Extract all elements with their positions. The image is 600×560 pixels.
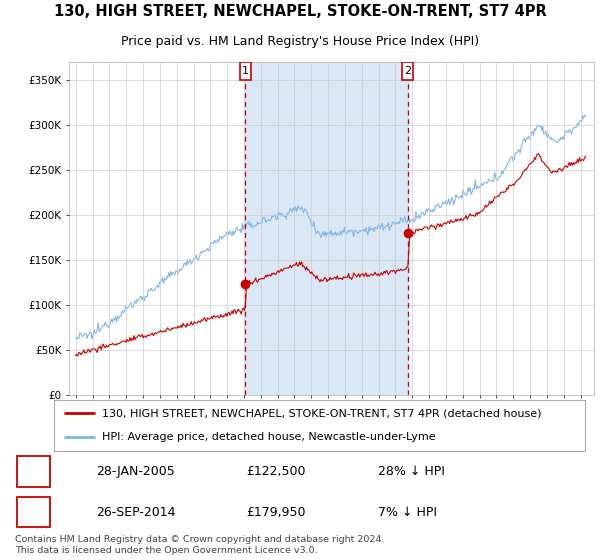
Text: 7% ↓ HPI: 7% ↓ HPI	[378, 506, 437, 519]
FancyBboxPatch shape	[402, 62, 413, 80]
Text: Contains HM Land Registry data © Crown copyright and database right 2024.
This d: Contains HM Land Registry data © Crown c…	[15, 535, 385, 554]
FancyBboxPatch shape	[17, 497, 50, 528]
Text: 28-JAN-2005: 28-JAN-2005	[96, 465, 175, 478]
Text: 130, HIGH STREET, NEWCHAPEL, STOKE-ON-TRENT, ST7 4PR: 130, HIGH STREET, NEWCHAPEL, STOKE-ON-TR…	[53, 4, 547, 19]
Text: 2: 2	[404, 66, 411, 76]
FancyBboxPatch shape	[240, 62, 251, 80]
Text: 26-SEP-2014: 26-SEP-2014	[96, 506, 176, 519]
Text: 1: 1	[29, 465, 37, 478]
Text: 130, HIGH STREET, NEWCHAPEL, STOKE-ON-TRENT, ST7 4PR (detached house): 130, HIGH STREET, NEWCHAPEL, STOKE-ON-TR…	[102, 408, 541, 418]
Text: HPI: Average price, detached house, Newcastle-under-Lyme: HPI: Average price, detached house, Newc…	[102, 432, 436, 442]
Text: 2: 2	[29, 506, 37, 519]
Text: Price paid vs. HM Land Registry's House Price Index (HPI): Price paid vs. HM Land Registry's House …	[121, 35, 479, 48]
FancyBboxPatch shape	[17, 456, 50, 487]
Text: 28% ↓ HPI: 28% ↓ HPI	[378, 465, 445, 478]
Bar	[245, 62, 408, 395]
Text: 1: 1	[242, 66, 248, 76]
Text: £122,500: £122,500	[246, 465, 305, 478]
Text: £179,950: £179,950	[246, 506, 305, 519]
